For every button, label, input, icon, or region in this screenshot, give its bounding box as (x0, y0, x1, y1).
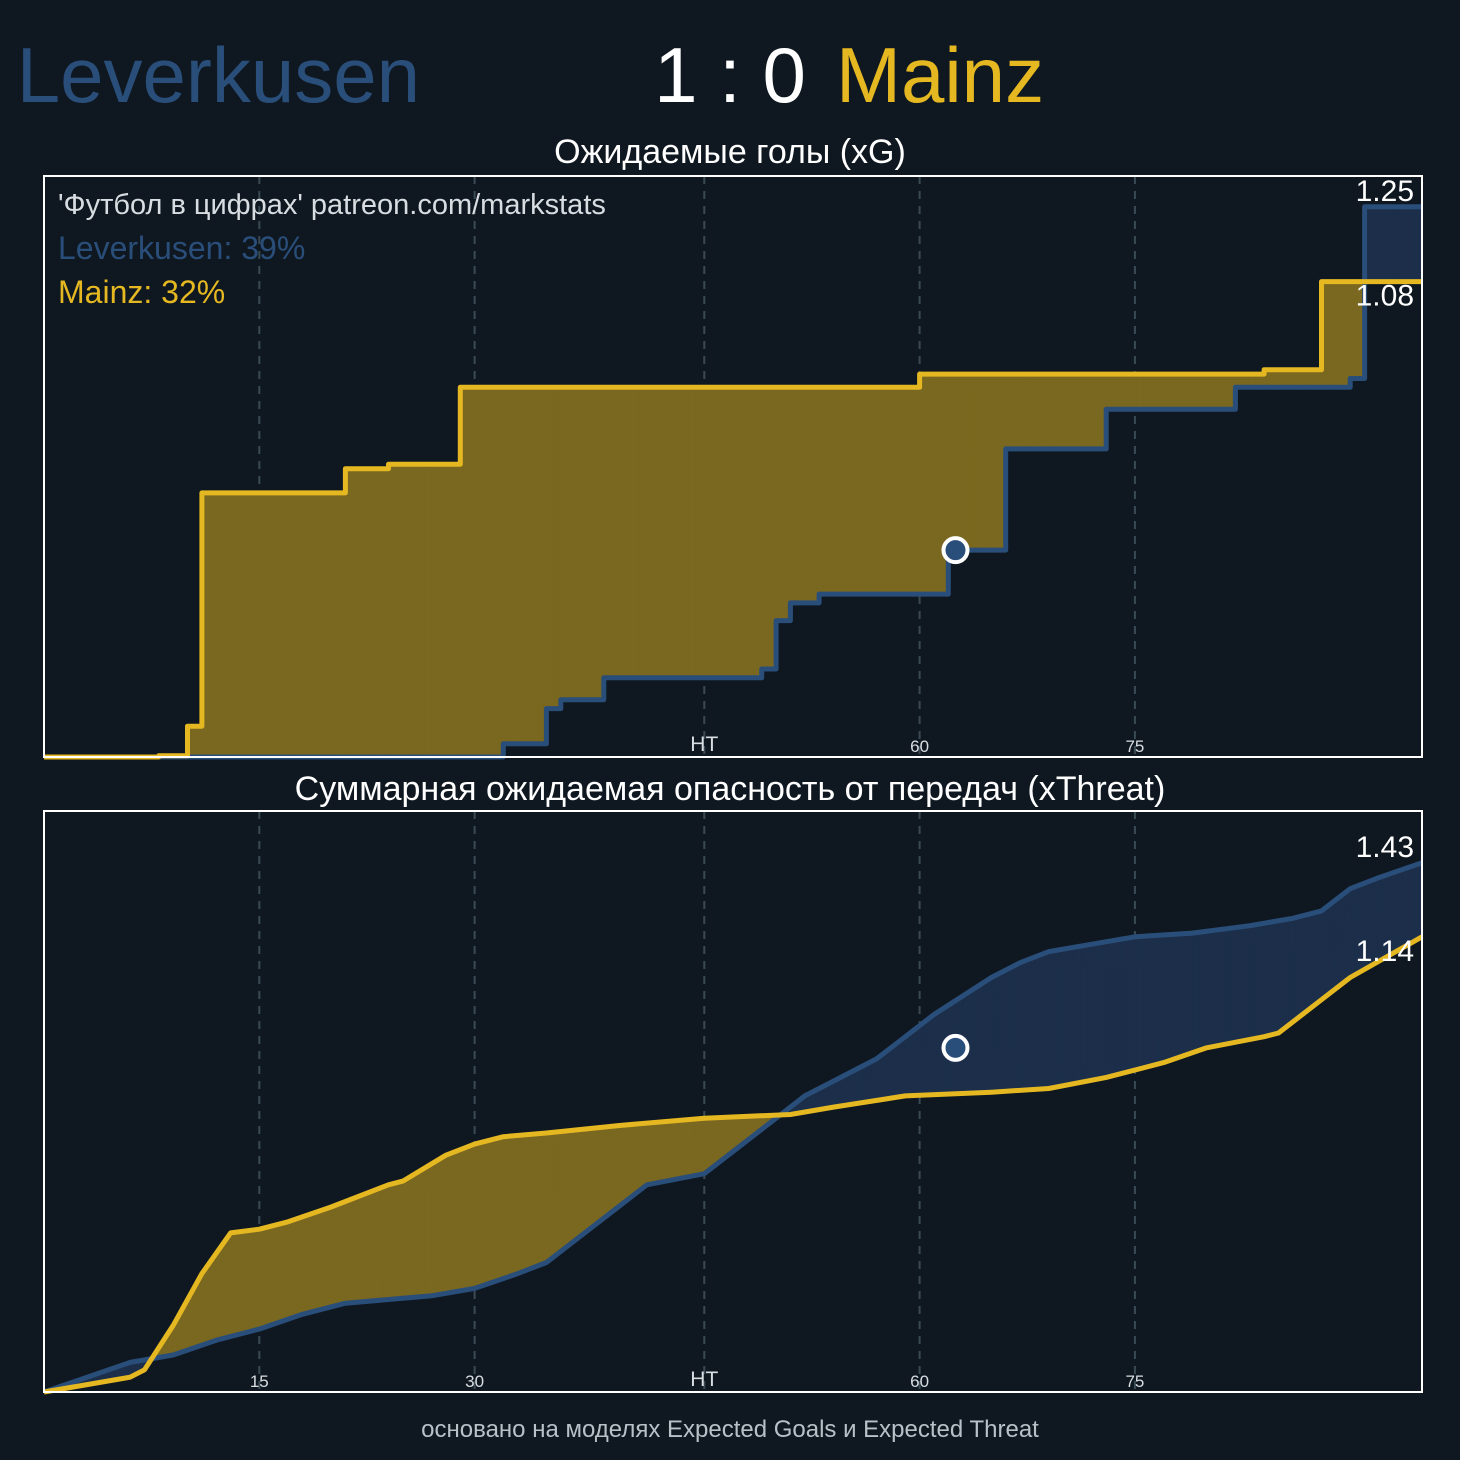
xthreat-chart-panel: 15 30 HT 60 75 1.43 1.14 (43, 810, 1424, 1395)
x-tick-label: 75 (1125, 737, 1144, 756)
chart-frame (43, 175, 1423, 758)
away-share-annotation: Mainz: 32% (58, 274, 225, 310)
home-advantage-area (1365, 206, 1423, 282)
away-final-value: 1.14 (1356, 935, 1414, 968)
away-final-value: 1.08 (1356, 280, 1414, 313)
x-tick-label: HT (690, 733, 718, 756)
leverkusen-line (44, 204, 1422, 760)
mainz-line (43, 934, 1424, 1395)
x-tick-label: 60 (910, 1372, 929, 1391)
match-score: 1 : 0 (654, 31, 806, 119)
home-final-value: 1.43 (1356, 831, 1414, 864)
leverkusen-line (43, 860, 1423, 1395)
x-tick-label: 15 (250, 1372, 269, 1391)
home-team-name: Leverkusen (17, 31, 420, 119)
home-final-value: 1.25 (1356, 175, 1414, 208)
away-team-name: Mainz (836, 31, 1044, 119)
chart-frame (43, 810, 1423, 1393)
x-tick-label: HT (690, 1368, 718, 1391)
xthreat-chart-title: Суммарная ожидаемая опасность от передач… (295, 770, 1166, 808)
mainz-line (44, 279, 1422, 760)
x-tick-label: 60 (910, 737, 929, 756)
footer-note: основано на моделях Expected Goals и Exp… (421, 1416, 1039, 1443)
goal-marker (941, 1033, 970, 1062)
x-tick-label: 75 (1125, 1372, 1144, 1391)
home-share-annotation: Leverkusen: 39% (58, 230, 305, 266)
x-tick-label: 30 (465, 1372, 484, 1391)
credit-annotation: 'Футбол в цифрах' patreon.com/markstats (58, 189, 606, 221)
goal-marker (941, 536, 970, 565)
xg-chart-title: Ожидаемые голы (xG) (554, 133, 906, 171)
